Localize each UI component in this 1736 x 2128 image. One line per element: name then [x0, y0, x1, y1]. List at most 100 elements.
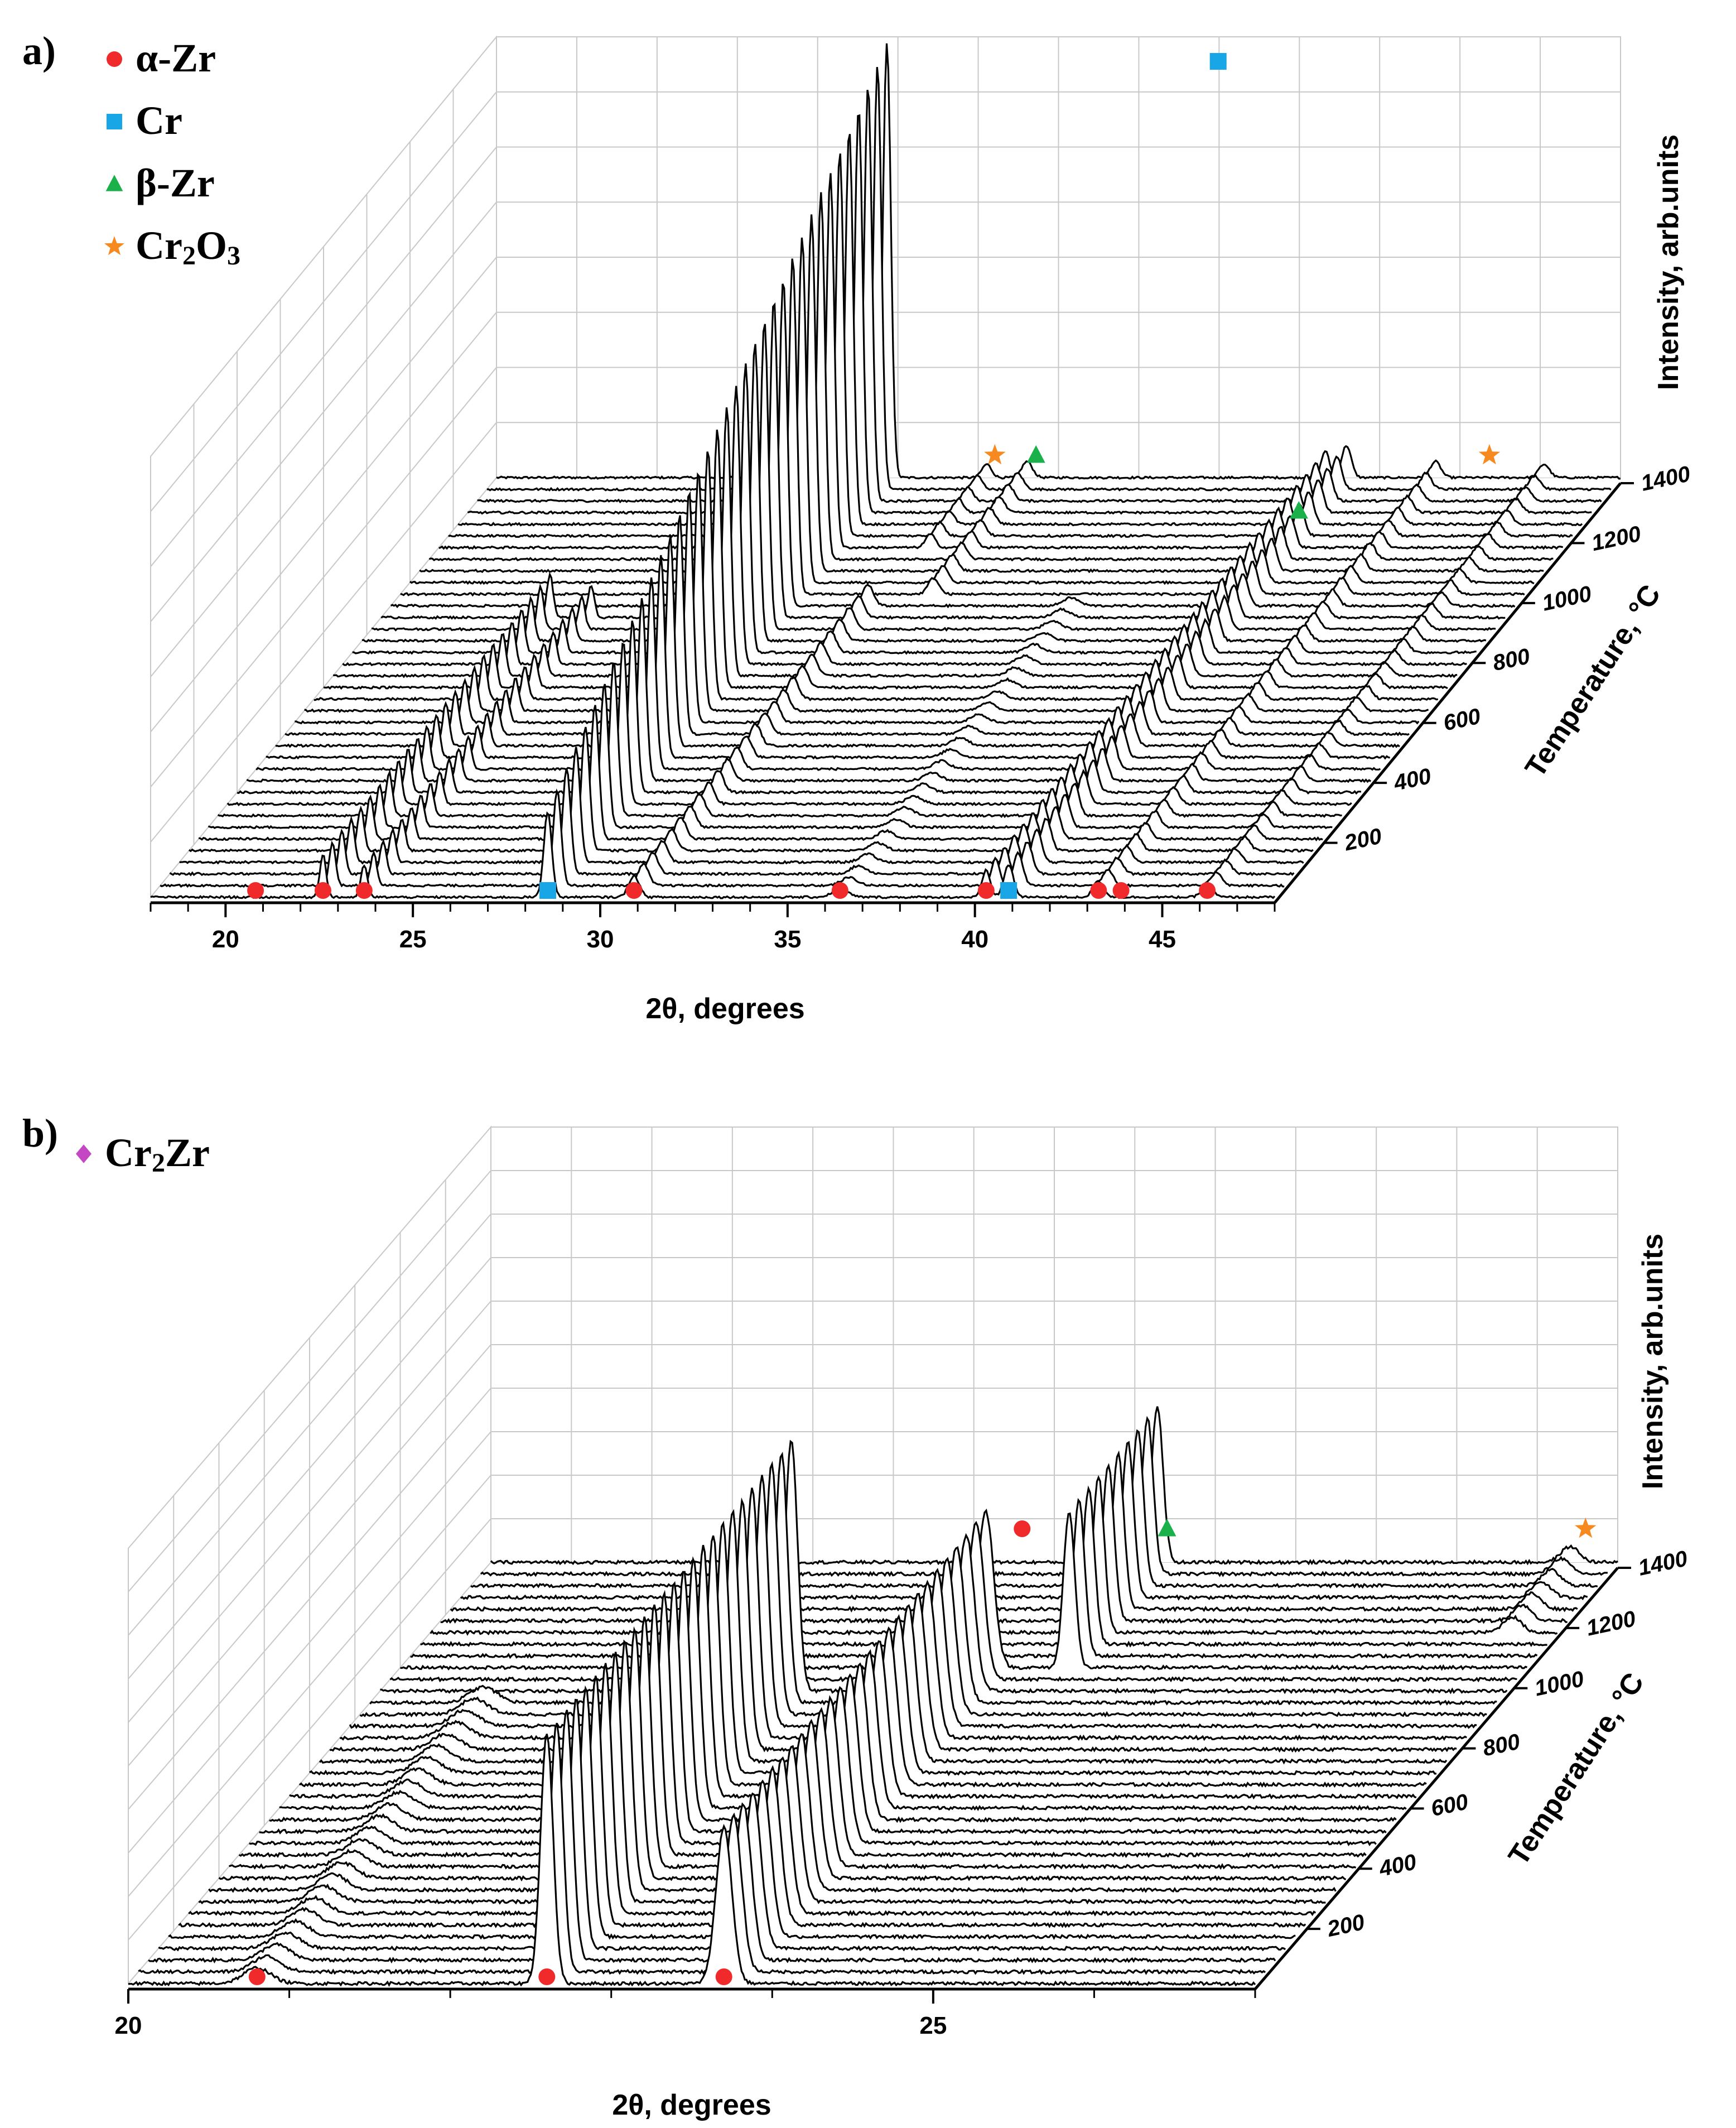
panel-a-phase-markers: [247, 53, 1501, 899]
z-tick-label: 400: [1376, 1850, 1418, 1881]
legend-cr2zr-label: Cr2Zr: [105, 1130, 210, 1178]
left-wall-gridline: [150, 146, 497, 567]
alpha-zr-marker: [1199, 882, 1216, 899]
xrd-trace: [496, 43, 1621, 480]
trace-fill: [438, 173, 1563, 549]
beta-zr-marker: [1289, 501, 1308, 519]
left-wall-gridline: [150, 257, 497, 677]
alpha-zr-marker: [1090, 882, 1107, 899]
cr-marker: [1209, 53, 1227, 70]
alpha-zr-marker: [314, 882, 331, 899]
xrd-trace: [440, 1463, 1568, 1624]
left-wall-gridline: [128, 1214, 491, 1636]
z-axis-line: [1254, 1567, 1619, 1990]
xrd-trace: [419, 214, 1544, 574]
xrd-trace: [333, 407, 1458, 678]
xrd-trace: [490, 1406, 1618, 1566]
xrd-trace: [361, 344, 1487, 643]
xrd-trace: [470, 1429, 1598, 1589]
panel-b-chart: 20 25 200 400 600 800 1000 1200 1400 b) Cr2Zr 2θ…: [22, 1111, 1690, 2121]
left-wall-gridline: [128, 1170, 491, 1592]
panel-b-back-walls: [128, 1125, 1618, 1985]
panel-a-z-axis-title: Temperature, °C: [1519, 579, 1667, 783]
legend-alpha-zr-marker: [107, 51, 122, 67]
xrd-trace: [450, 1450, 1578, 1612]
legend-beta-zr-label: β-Zr: [136, 161, 215, 205]
trace-fill: [448, 153, 1573, 537]
xrd-trace: [342, 386, 1467, 667]
z-tick-label: 200: [1325, 1910, 1367, 1942]
left-wall-gridline: [128, 1431, 491, 1853]
xrd-trace: [428, 192, 1554, 562]
xrd-trace: [128, 1734, 1256, 1987]
xrd-trace: [150, 811, 1276, 900]
left-wall-gridline: [150, 201, 497, 622]
xrd-trace: [314, 451, 1439, 702]
left-wall-gridline: [128, 1257, 491, 1679]
panel-a-x-axis-title: 2θ, degrees: [645, 993, 804, 1025]
xrd-trace: [380, 302, 1506, 620]
x-tick-label: 20: [115, 2012, 142, 2039]
alpha-zr-marker: [977, 882, 995, 899]
z-tick-label: 1000: [1532, 1667, 1586, 1701]
trace-fill: [458, 134, 1583, 526]
x-tick-label: 25: [919, 2012, 947, 2039]
left-wall-gridline: [150, 422, 497, 842]
beta-zr-marker: [1158, 1519, 1176, 1537]
z-tick-label: 1200: [1589, 522, 1643, 556]
trace-fill: [480, 1418, 1608, 1576]
left-wall-gridline: [128, 1518, 491, 1941]
xrd-trace: [460, 1441, 1588, 1601]
cr-marker: [539, 882, 556, 899]
xrd-trace: [323, 429, 1448, 690]
xrd-trace: [457, 133, 1583, 527]
left-wall-gridline: [150, 312, 497, 733]
x-tick-label: 20: [212, 926, 239, 953]
cr-marker: [1000, 882, 1018, 899]
z-tick-label: 1400: [1636, 1546, 1690, 1581]
z-tick-label: 1400: [1639, 461, 1692, 496]
trace-fill: [467, 115, 1592, 514]
alpha-zr-marker: [247, 882, 264, 899]
left-wall-gridline: [128, 1388, 491, 1810]
panel-a-legend: α-Zr Cr β-Zr Cr2O3: [104, 36, 240, 271]
alpha-zr-marker: [625, 882, 643, 899]
xrd-trace: [390, 283, 1516, 609]
xrd-trace: [400, 258, 1525, 597]
cr2o3-marker: [1478, 444, 1501, 465]
x-tick-label: 25: [399, 926, 427, 953]
trace-fill: [477, 90, 1602, 502]
legend-cr2zr-marker: [76, 1144, 91, 1163]
x-tick-label: 45: [1149, 926, 1176, 953]
alpha-zr-marker: [355, 882, 373, 899]
alpha-zr-marker: [538, 1968, 556, 1985]
legend-beta-zr-marker: [105, 175, 123, 191]
alpha-zr-marker: [248, 1968, 266, 1985]
left-wall-gridline: [150, 92, 497, 512]
xrd-trace: [352, 363, 1477, 655]
panel-a-label: a): [22, 28, 56, 73]
z-tick-label: 600: [1441, 704, 1482, 736]
xrd-trace: [486, 67, 1612, 492]
x-tick-label: 40: [961, 926, 988, 953]
beta-zr-marker: [1026, 445, 1045, 463]
xrd-trace: [266, 555, 1390, 760]
cr2o3-marker: [984, 444, 1006, 465]
xrd-trace: [284, 515, 1410, 736]
panel-b-traces: [128, 1406, 1618, 1987]
xrd-trace: [371, 324, 1496, 632]
panel-a-traces: [150, 43, 1621, 900]
z-tick-label: 200: [1342, 824, 1383, 855]
xrd-trace: [304, 472, 1429, 713]
xrd-trace: [409, 237, 1535, 585]
legend-cr2o3-marker: [104, 236, 124, 256]
trace-fill: [486, 67, 1611, 490]
z-tick-label: 800: [1491, 644, 1532, 676]
legend-cr-marker: [107, 114, 122, 129]
z-tick-label: 600: [1429, 1789, 1470, 1821]
z-tick-label: 1200: [1584, 1606, 1638, 1641]
x-tick-label: 35: [774, 926, 801, 953]
legend-alpha-zr-label: α-Zr: [136, 36, 216, 80]
